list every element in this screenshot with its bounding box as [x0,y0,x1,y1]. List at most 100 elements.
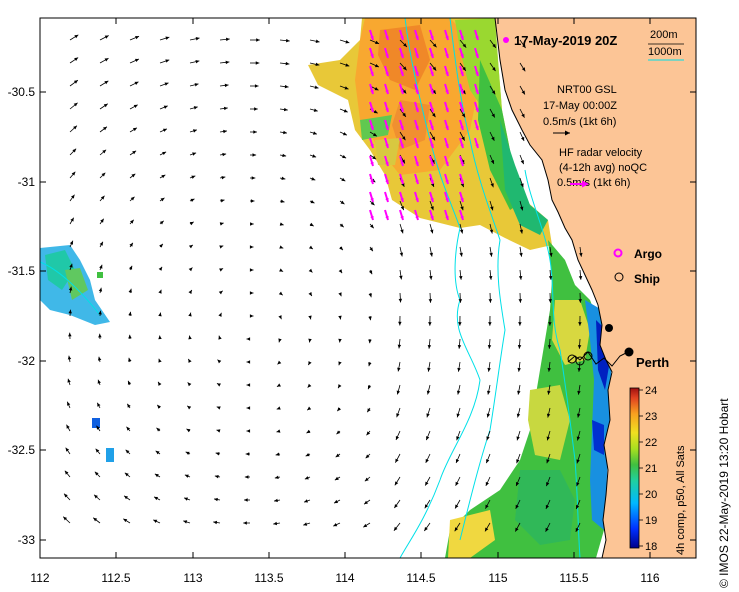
model-arrow-head [285,38,290,43]
model-arrow-head [517,390,521,395]
model-arrow-head [281,176,286,181]
model-arrow-head [545,504,550,509]
model-arrow-head [276,429,281,433]
model-arrow-head [425,458,429,463]
model-arrow-head [579,252,583,257]
model-arrow-head [308,292,312,296]
model-arrow-head [124,472,129,477]
model-arrow-head [577,345,582,349]
radar-arrow-head [445,90,449,94]
radar-arrow-head [400,144,404,148]
model-arrow-head [67,401,71,406]
model-arrow-head [400,206,404,211]
model-arrow-head [225,60,230,65]
model-arrow-head [134,58,139,63]
radar-arrow-head [400,108,404,112]
model-arrow-head [246,383,251,387]
model-arrow-head [127,403,131,408]
model-arrow-head [335,453,340,458]
model-arrow-head [218,290,223,295]
model-arrow-head [432,43,437,48]
model-arrow-head [455,481,459,486]
radar-arrow-head [460,126,464,130]
radar-arrow-head [370,162,374,166]
marker-legend: Argo Ship [613,247,662,286]
model-arrow-head [98,287,103,292]
model-arrow-head [396,413,400,418]
model-arrow-head [368,293,372,298]
model-arrow-head [158,266,163,271]
model-arrow-head [364,500,368,505]
model-arrow-head [98,333,102,338]
model-arrow-head [394,481,399,486]
model-arrow-head [305,452,310,457]
model-arrow-head [429,252,433,257]
radar-arrow-head [460,72,464,76]
model-arrow-head [519,252,523,257]
model-arrow-head [432,89,436,94]
colorbar-tick-label: 18 [645,541,657,553]
colorbar-tick-label: 20 [645,489,657,501]
model-arrow-head [548,299,552,303]
model-arrow-head [188,335,192,340]
model-arrow-head [69,263,73,268]
radar-arrow-head [445,216,449,220]
model-arrow-head [188,244,193,249]
model-arrow-head [69,240,73,245]
radar-arrow-head [430,198,434,202]
model-arrow-head [160,197,165,202]
model-arrow-head [219,245,224,249]
radar-arrow-head [370,108,374,112]
model-arrow-head [486,413,491,418]
model-arrow-head [455,504,459,509]
model-arrow-head [213,520,218,525]
model-arrow-head [94,471,99,476]
model-arrow-head [273,521,278,526]
svg-text:0.5m/s (1kt 6h): 0.5m/s (1kt 6h) [543,116,616,128]
radar-arrow-head [475,144,479,148]
model-arrow-head [313,108,318,112]
model-arrow-head [485,481,489,486]
model-arrow-head [97,402,101,407]
svg-text:200m: 200m [650,29,678,41]
perth-label: Perth [636,355,669,370]
model-arrow-head [98,310,102,315]
model-arrow-head [340,200,345,205]
model-arrow-head [546,436,550,441]
model-arrow-head [489,252,493,257]
radar-arrow-head [445,126,449,130]
model-arrow-head [363,523,368,528]
radar-arrow-head [460,54,464,58]
model-arrow-head [314,85,319,89]
model-arrow-head [251,176,256,180]
radar-arrow-head [430,162,434,166]
model-arrow-head [97,379,101,384]
model-arrow-head [343,109,348,113]
model-arrow-head [426,390,431,395]
model-arrow-head [428,299,433,303]
model-arrow-head [399,275,403,280]
model-arrow-head [274,475,279,480]
model-arrow-head [519,206,524,211]
model-arrow-head [188,358,192,363]
model-arrow-head [131,173,136,178]
model-arrow-head [401,136,406,141]
model-arrow-head [188,267,193,272]
model-arrow-head [158,289,162,294]
radar-arrow-head [400,180,404,184]
model-arrow-head [342,154,347,159]
model-arrow-head [252,153,257,157]
radar-arrow-head [460,144,464,148]
model-arrow-head [244,475,249,479]
model-arrow-head [308,268,313,273]
credit-text: © IMOS 22-May-2019 13:20 Hobart [717,398,731,588]
model-arrow-head [303,522,308,526]
svg-text:NRT00 GSL: NRT00 GSL [557,84,617,96]
model-arrow-head [220,199,225,203]
radar-arrow-head [370,36,374,40]
model-arrow-head [491,90,496,95]
model-arrow-head [311,177,316,181]
radar-arrow-head [370,198,374,202]
radar-arrow-head [385,198,389,202]
